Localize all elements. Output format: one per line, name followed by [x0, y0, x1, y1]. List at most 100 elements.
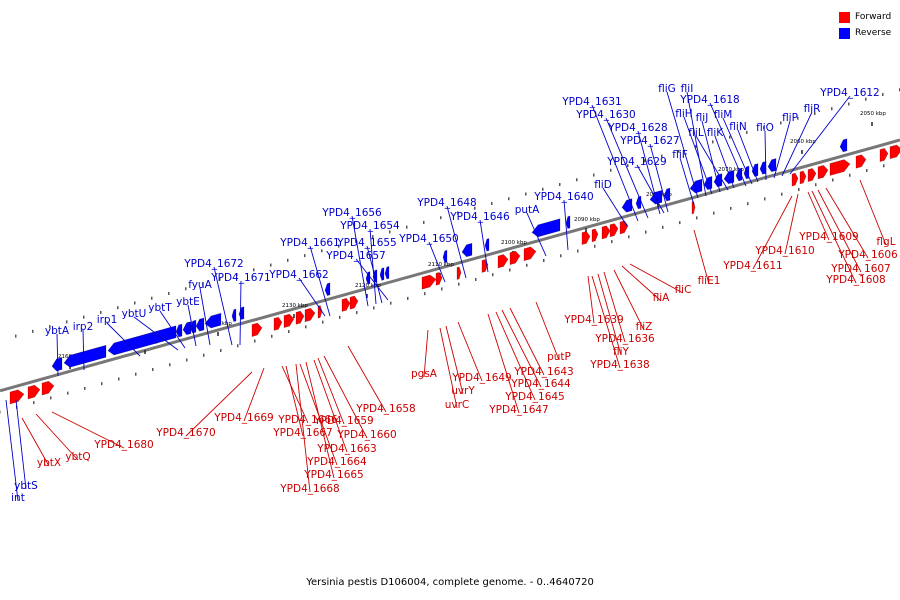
gene-label: YPD4_1640 — [533, 191, 593, 203]
tick-mark — [832, 178, 834, 182]
tick-mark — [202, 282, 204, 286]
backbone-line — [0, 138, 900, 393]
gene-label: ybtQ — [65, 451, 90, 463]
leader-line — [133, 316, 179, 351]
tick-mark — [339, 315, 341, 319]
leader-line — [683, 116, 713, 195]
tick-mark — [866, 169, 868, 173]
leader-line — [825, 187, 869, 259]
leader-line — [764, 130, 767, 181]
forward-gene — [317, 305, 323, 319]
gene-label: irp1 — [97, 314, 118, 326]
gene-label: fliN — [729, 121, 746, 133]
gene-label: YPD4_1654 — [339, 220, 400, 232]
gene-label: fliZ — [636, 321, 653, 333]
forward-gene — [523, 246, 537, 262]
tick-mark — [628, 235, 630, 239]
tick-mark — [407, 296, 409, 300]
leader-line — [693, 229, 710, 285]
leader-line — [629, 263, 684, 294]
leader-line — [811, 190, 857, 284]
leader-line — [781, 111, 813, 177]
tick-mark — [508, 197, 510, 201]
gene-label: YPD4_1607 — [830, 263, 890, 275]
gene-label: YPD4_1628 — [607, 122, 667, 134]
leader-line — [695, 135, 729, 191]
gene-label: YPD4_1668 — [279, 483, 339, 495]
scale-label: 2090 kbp — [574, 217, 600, 223]
gene-label: fliM — [714, 109, 733, 121]
leader-line — [309, 245, 331, 317]
leader-line — [709, 102, 747, 187]
leader-line — [82, 329, 85, 371]
tick-mark — [253, 268, 255, 272]
gene-label: YPD4_1671 — [210, 272, 270, 284]
scale-label: 2110 kbp — [428, 262, 454, 268]
tick-mark — [169, 363, 171, 367]
reverse-gene — [767, 158, 777, 173]
leader-line — [213, 266, 233, 346]
tick-mark — [49, 325, 51, 329]
leader-line — [817, 189, 862, 273]
forward-gene — [435, 272, 443, 286]
tick-mark — [237, 344, 239, 348]
forward-gene — [601, 225, 611, 240]
gene-label: YPD4_1639 — [563, 314, 623, 326]
tick-mark — [287, 258, 289, 262]
tick-mark — [781, 192, 783, 196]
gene-label: YPD4_1627 — [619, 135, 679, 147]
leader-line — [526, 212, 547, 257]
tick-mark — [356, 311, 358, 315]
tick-mark — [882, 93, 884, 97]
tick-mark — [492, 273, 494, 277]
tick-mark — [797, 116, 799, 120]
leader-line — [369, 228, 377, 305]
tick-mark — [304, 254, 306, 258]
gene-label: fyuA — [188, 279, 212, 291]
tick-mark — [84, 386, 86, 390]
forward-gene — [509, 250, 521, 266]
tick-mark — [525, 192, 527, 196]
leader-line — [347, 345, 387, 413]
tick-mark — [848, 102, 850, 106]
leader-line — [243, 367, 265, 422]
tick-mark — [254, 339, 256, 343]
gene-label: ybtX — [37, 457, 61, 469]
forward-gene — [273, 316, 283, 331]
reverse-gene — [442, 249, 448, 264]
tick-mark — [526, 263, 528, 267]
gene-label: fliC — [675, 284, 692, 296]
gene-label: ybtA — [45, 325, 70, 337]
gene-label: int — [11, 492, 25, 504]
leader-line — [591, 104, 639, 222]
tick-mark — [220, 349, 222, 353]
tick-mark — [288, 330, 290, 334]
forward-gene — [421, 274, 437, 290]
gene-label: YPD4_1661 — [279, 237, 339, 249]
leader-line — [597, 273, 622, 356]
tick-mark — [185, 287, 187, 291]
leader-line — [784, 193, 799, 255]
gene-label: fliY — [613, 346, 630, 358]
tick-mark — [118, 377, 120, 381]
tick-mark — [168, 291, 170, 295]
tick-mark — [627, 164, 629, 168]
forward-gene — [27, 384, 41, 400]
tick-mark — [101, 382, 103, 386]
gene-label: fliI — [681, 83, 694, 95]
tick-mark — [135, 372, 137, 376]
gene-label: fliF — [672, 149, 688, 161]
reverse-gene — [461, 242, 473, 258]
gene-label: YPD4_1658 — [355, 403, 415, 415]
forward-gene — [341, 297, 351, 312]
gene-label: YPD4_1608 — [825, 274, 885, 286]
reverse-gene — [51, 357, 63, 372]
tick-mark — [713, 211, 715, 215]
reverse-gene — [751, 163, 759, 177]
leader-line — [487, 313, 520, 414]
tick-mark — [576, 178, 578, 182]
leader-line — [15, 399, 27, 490]
gene-label: YPD4_1666 — [277, 414, 338, 426]
gene-label: YPD4_1660 — [336, 429, 396, 441]
